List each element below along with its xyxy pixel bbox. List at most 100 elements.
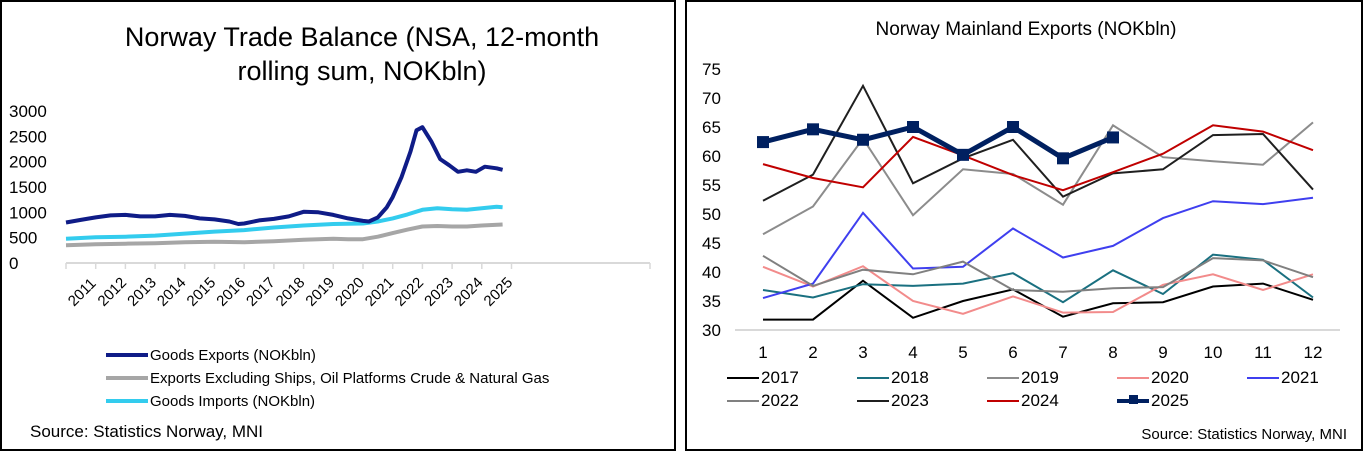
x-tick-label: 2025 [481,274,517,310]
y-tick-label: 3000 [9,102,47,121]
data-point-marker-2025 [807,123,819,136]
legend-label: 2022 [761,391,799,410]
series-line-2 [65,222,503,248]
x-tick-label: 2013 [124,274,160,310]
x-tick-label: 2020 [332,274,368,310]
x-tick-label: 2012 [95,274,131,310]
x-tick-label: 8 [1108,343,1117,362]
series-line-3 [65,204,503,241]
trade-balance-chart-panel: Norway Trade Balance (NSA, 12-month roll… [0,0,676,451]
legend-label: 2021 [1281,368,1319,387]
data-point-marker-2025 [1007,121,1019,133]
legend-swatch [106,399,148,403]
chart-title: Norway Trade Balance (NSA, 12-month roll… [82,20,642,88]
legend-item: 2024 [987,390,1059,412]
legend-swatch [857,400,889,402]
legend-label: Goods Imports (NOKbln) [150,392,316,410]
y-tick-label: 0 [9,254,18,273]
y-tick-label: 65 [702,118,721,137]
legend-swatch [857,377,889,379]
chart-title-line-2: rolling sum, NOKbln) [237,56,487,86]
trade-balance-plot: 0 500 1000 1500 2000 2500 3000 2011201220132014… [9,102,651,310]
series-line-2020 [762,265,1314,315]
x-tick-label: 5 [958,343,967,362]
legend-item: 2023 [857,390,929,412]
legend-marker-icon [1129,395,1138,404]
legend-label: Exports Excluding Ships, Oil Platforms C… [150,369,550,387]
legend-item: 2021 [1247,367,1319,389]
x-tick-label: 2015 [184,274,220,310]
y-tick-label: 500 [9,229,37,248]
data-point-marker-2025 [1107,131,1119,144]
y-tick-label: 45 [702,234,721,253]
source-note: Source: Statistics Norway, MNI [1141,426,1347,443]
y-tick-label: 55 [702,176,721,195]
source-note: Source: Statistics Norway, MNI [30,422,264,441]
series-line-2024 [762,124,1314,192]
data-point-marker-2025 [957,148,969,161]
legend-label: 2023 [891,391,929,410]
series-line-1 [65,125,504,226]
y-tick-label: 75 [702,60,721,79]
legend-swatch [987,377,1019,379]
data-point-marker-2025 [1057,152,1069,165]
series-line-2019 [762,121,1314,236]
data-point-marker-2025 [757,136,769,149]
legend-item: 2020 [1117,367,1189,389]
y-tick-label: 1000 [9,203,47,222]
data-point-marker-2025 [857,133,869,146]
x-tick-label: 2022 [392,274,428,310]
legend-label: 2025 [1151,391,1189,410]
x-tick-label: 2021 [362,274,398,310]
legend-swatch [106,376,148,380]
y-tick-label: 35 [702,292,721,311]
series-line-2025 [762,124,1114,162]
legend-item: Goods Exports (NOKbln) [106,345,316,365]
legend-label: 2019 [1021,368,1059,387]
legend-label: 2018 [891,368,929,387]
y-tick-label: 40 [702,263,721,282]
series-line-2021 [762,196,1314,300]
y-tick-label: 2000 [9,153,47,172]
chart-title-line-1: Norway Trade Balance (NSA, 12-month [124,22,600,52]
y-tick-label: 60 [702,147,721,166]
legend-item: Exports Excluding Ships, Oil Platforms C… [106,368,549,388]
x-tick-label: 2018 [273,274,309,310]
legend-swatch [1117,395,1149,404]
series-line-2017 [763,279,1314,321]
x-tick-label: 2014 [154,274,190,310]
x-tick-label: 9 [1158,343,1167,362]
legend-item: 2019 [987,367,1059,389]
x-tick-label: 3 [858,343,867,362]
data-point-marker-2025 [907,121,919,133]
x-tick-label: 2016 [213,274,249,310]
chart-title: Norway Mainland Exports (NOKbln) [875,19,1177,40]
y-tick-label: 2500 [9,127,47,146]
legend-label: 2017 [761,368,799,387]
legend-label: 2024 [1021,391,1059,410]
legend-label: Goods Exports (NOKbln) [150,346,316,364]
x-tick-label: 10 [1204,343,1223,362]
x-tick-label: 12 [1304,343,1323,362]
x-tick-label: 2 [808,343,817,362]
legend-swatch [1117,377,1149,379]
legend-item: 2025 [1117,390,1189,412]
series-line-2022 [762,254,1314,293]
legend-item: Goods Imports (NOKbln) [106,391,315,411]
x-tick-label: 2023 [421,274,457,310]
y-tick-label: 1500 [9,178,47,197]
x-tick-label: 2024 [451,274,487,310]
legend-swatch [1247,377,1279,379]
y-tick-label: 70 [702,89,721,108]
x-tick-label: 2019 [302,274,338,310]
legend-swatch [727,377,759,379]
legend-item: 2017 [727,367,799,389]
x-tick-label: 2011 [65,275,100,310]
x-tick-label: 7 [1058,343,1067,362]
y-tick-label: 50 [702,205,721,224]
x-tick-label: 11 [1254,343,1272,362]
x-tick-label: 1 [758,343,767,362]
x-tick-label: 2017 [243,274,279,310]
y-tick-label: 30 [702,321,721,340]
